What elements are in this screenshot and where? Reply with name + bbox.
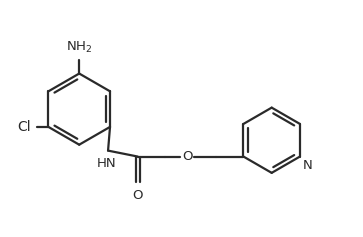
Text: NH$_2$: NH$_2$ xyxy=(66,40,93,55)
Text: O: O xyxy=(182,150,192,163)
Text: O: O xyxy=(132,189,143,202)
Text: HN: HN xyxy=(96,157,116,169)
Text: N: N xyxy=(303,159,313,172)
Text: Cl: Cl xyxy=(17,120,30,134)
